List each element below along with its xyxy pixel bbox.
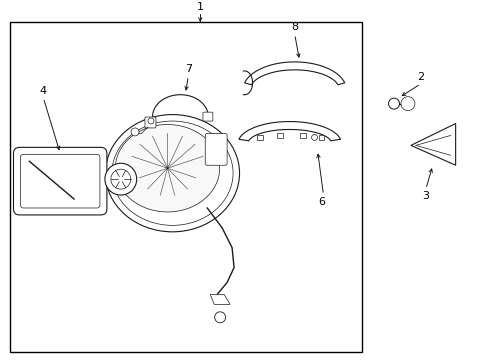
Bar bbox=[9, 22, 362, 352]
Text: 6: 6 bbox=[318, 197, 325, 207]
Polygon shape bbox=[210, 294, 230, 304]
Circle shape bbox=[312, 134, 318, 140]
Circle shape bbox=[148, 118, 154, 124]
Text: 3: 3 bbox=[422, 191, 429, 201]
Polygon shape bbox=[239, 122, 341, 141]
FancyBboxPatch shape bbox=[203, 112, 213, 121]
Bar bbox=[257, 135, 263, 140]
Bar bbox=[318, 135, 324, 140]
Circle shape bbox=[389, 98, 399, 109]
Polygon shape bbox=[411, 123, 456, 165]
Text: 8: 8 bbox=[291, 22, 298, 32]
Circle shape bbox=[401, 97, 415, 111]
Text: 1: 1 bbox=[197, 2, 204, 12]
Circle shape bbox=[105, 163, 137, 195]
Bar bbox=[300, 133, 306, 138]
FancyBboxPatch shape bbox=[21, 154, 100, 208]
Circle shape bbox=[131, 128, 139, 136]
Circle shape bbox=[111, 169, 131, 189]
FancyBboxPatch shape bbox=[14, 147, 107, 215]
Polygon shape bbox=[245, 62, 345, 85]
Ellipse shape bbox=[115, 125, 220, 212]
Text: 2: 2 bbox=[417, 72, 424, 82]
Ellipse shape bbox=[112, 121, 233, 225]
Circle shape bbox=[215, 312, 225, 323]
Text: 7: 7 bbox=[185, 64, 192, 74]
FancyBboxPatch shape bbox=[205, 134, 227, 165]
FancyBboxPatch shape bbox=[145, 117, 156, 128]
Text: 5: 5 bbox=[144, 151, 150, 161]
Text: 4: 4 bbox=[40, 86, 47, 96]
Bar bbox=[277, 133, 283, 138]
Ellipse shape bbox=[105, 114, 240, 232]
